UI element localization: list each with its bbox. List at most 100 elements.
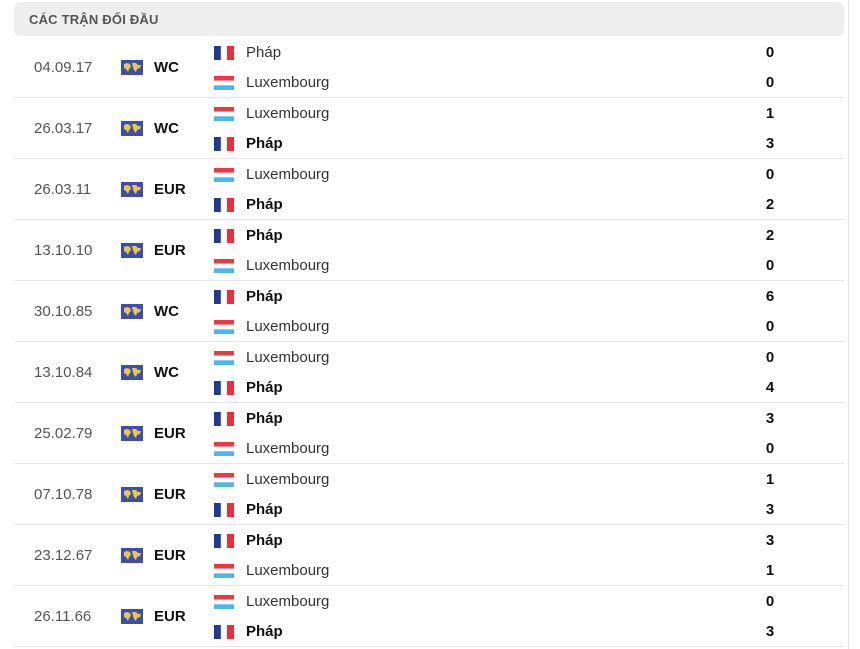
luxembourg-flag-icon <box>214 107 234 121</box>
competition-label: EUR <box>154 608 186 625</box>
match-row[interactable]: 25.02.79 EUR Pháp 3 Luxembourg 0 <box>14 403 844 464</box>
match-row[interactable]: 23.12.67 EUR Pháp 3 Luxembourg 1 <box>14 525 844 586</box>
team-name: Luxembourg <box>246 257 330 274</box>
team-name: Pháp <box>246 44 282 61</box>
match-date: 13.10.84 <box>34 364 93 381</box>
match-row[interactable]: 26.03.11 EUR Luxembourg 0 Pháp 2 <box>14 159 844 220</box>
france-flag-icon <box>214 411 234 427</box>
match-row[interactable]: 04.09.17 WC Pháp 0 Luxembourg 0 <box>14 37 844 98</box>
competition-world-icon <box>121 426 143 441</box>
match-row[interactable]: 30.10.85 WC Pháp 6 Luxembourg 0 <box>14 281 844 342</box>
france-flag-icon <box>214 289 234 305</box>
competition-label: EUR <box>154 486 186 503</box>
luxembourg-flag-icon <box>214 168 234 182</box>
luxembourg-flag-icon <box>214 351 234 365</box>
team-name: Luxembourg <box>246 166 330 183</box>
team-name: Pháp <box>246 623 283 640</box>
competition-world-icon <box>121 365 143 380</box>
team-score: 0 <box>765 440 775 457</box>
match-row[interactable]: 07.10.78 EUR Luxembourg 1 Pháp 3 <box>14 464 844 525</box>
match-row[interactable]: 26.03.17 WC Luxembourg 1 Pháp 3 <box>14 98 844 159</box>
team-name: Luxembourg <box>246 471 330 488</box>
competition-world-icon <box>121 304 143 319</box>
competition-label: EUR <box>154 547 186 564</box>
france-flag-icon <box>214 228 234 244</box>
match-date: 13.10.10 <box>34 242 93 259</box>
luxembourg-flag-icon <box>214 473 234 487</box>
team-away: Luxembourg 0 <box>214 73 774 93</box>
team-score: 2 <box>765 196 775 213</box>
france-flag-icon <box>214 380 234 396</box>
team-home: Luxembourg 0 <box>214 165 774 185</box>
section-title: CÁC TRẬN ĐỐI ĐẦU <box>29 12 159 27</box>
team-name: Pháp <box>246 379 283 396</box>
match-date: 07.10.78 <box>34 486 93 503</box>
scrollbar[interactable] <box>848 0 849 649</box>
team-away: Luxembourg 0 <box>214 256 774 276</box>
match-row[interactable]: 13.10.10 EUR Pháp 2 Luxembourg 0 <box>14 220 844 281</box>
france-flag-icon <box>214 533 234 549</box>
team-score: 0 <box>765 593 775 610</box>
match-date: 26.03.11 <box>34 181 92 198</box>
team-score: 3 <box>765 410 775 427</box>
team-score: 3 <box>765 501 775 518</box>
team-score: 2 <box>765 227 775 244</box>
france-flag-icon <box>214 624 234 640</box>
team-home: Pháp 0 <box>214 43 774 63</box>
team-score: 1 <box>765 562 775 579</box>
luxembourg-flag-icon <box>214 259 234 273</box>
luxembourg-flag-icon <box>214 442 234 456</box>
match-date: 04.09.17 <box>34 59 93 76</box>
team-home: Pháp 3 <box>214 531 774 551</box>
team-score: 0 <box>765 166 775 183</box>
team-home: Luxembourg 1 <box>214 104 774 124</box>
competition-label: WC <box>154 59 179 76</box>
team-home: Luxembourg 0 <box>214 592 774 612</box>
team-away: Luxembourg 0 <box>214 317 774 337</box>
competition-label: WC <box>154 364 179 381</box>
team-away: Pháp 3 <box>214 622 774 642</box>
team-score: 0 <box>765 74 775 91</box>
competition-world-icon <box>121 548 143 563</box>
team-name: Pháp <box>246 532 283 549</box>
match-date: 30.10.85 <box>34 303 93 320</box>
team-away: Pháp 3 <box>214 500 774 520</box>
team-score: 0 <box>765 257 775 274</box>
competition-world-icon <box>121 182 143 197</box>
team-name: Pháp <box>246 501 283 518</box>
match-row[interactable]: 13.10.84 WC Luxembourg 0 Pháp 4 <box>14 342 844 403</box>
match-date: 26.03.17 <box>34 120 93 137</box>
team-name: Luxembourg <box>246 74 330 91</box>
team-away: Luxembourg 1 <box>214 561 774 581</box>
team-home: Pháp 2 <box>214 226 774 246</box>
team-name: Luxembourg <box>246 105 330 122</box>
match-row[interactable]: 26.11.66 EUR Luxembourg 0 Pháp 3 <box>14 586 844 647</box>
luxembourg-flag-icon <box>214 76 234 90</box>
team-name: Luxembourg <box>246 562 330 579</box>
competition-label: EUR <box>154 242 186 259</box>
team-away: Pháp 3 <box>214 134 774 154</box>
team-home: Luxembourg 1 <box>214 470 774 490</box>
competition-label: EUR <box>154 425 186 442</box>
team-name: Pháp <box>246 288 283 305</box>
team-home: Luxembourg 0 <box>214 348 774 368</box>
luxembourg-flag-icon <box>214 595 234 609</box>
competition-label: WC <box>154 303 179 320</box>
team-score: 3 <box>765 623 775 640</box>
match-list: 04.09.17 WC Pháp 0 Luxembourg 0 26.03.17… <box>14 37 844 647</box>
team-score: 3 <box>765 532 775 549</box>
team-name: Pháp <box>246 135 283 152</box>
competition-label: WC <box>154 120 179 137</box>
luxembourg-flag-icon <box>214 320 234 334</box>
section-header: CÁC TRẬN ĐỐI ĐẦU <box>14 2 844 36</box>
team-away: Pháp 2 <box>214 195 774 215</box>
team-score: 1 <box>765 471 775 488</box>
team-name: Luxembourg <box>246 440 330 457</box>
competition-world-icon <box>121 121 143 136</box>
team-score: 0 <box>765 44 775 61</box>
competition-label: EUR <box>154 181 186 198</box>
match-date: 25.02.79 <box>34 425 93 442</box>
team-away: Luxembourg 0 <box>214 439 774 459</box>
france-flag-icon <box>214 502 234 518</box>
team-score: 6 <box>765 288 775 305</box>
